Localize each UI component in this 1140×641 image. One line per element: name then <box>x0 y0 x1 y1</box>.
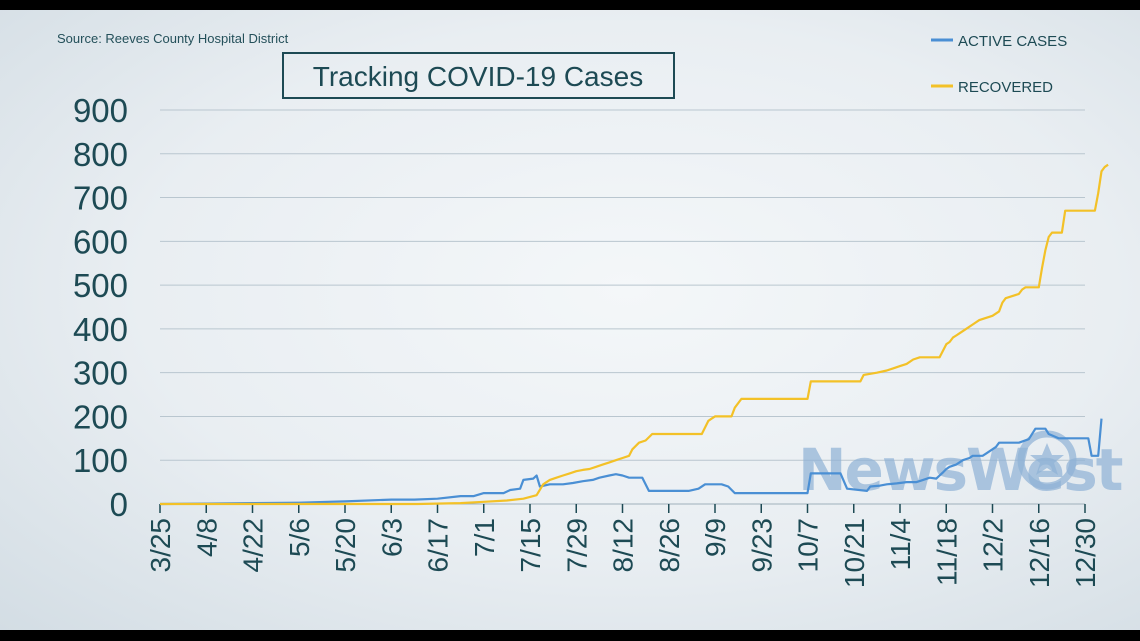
active-cases-line <box>159 418 1103 506</box>
legend-label-recovered: RECOVERED <box>958 79 1053 96</box>
x-tick-label: 10/21 <box>839 518 870 588</box>
x-tick-label: 12/16 <box>1024 518 1055 588</box>
x-tick-label: 7/15 <box>515 518 546 573</box>
y-tick-label: 0 <box>110 486 128 523</box>
x-tick-label: 4/22 <box>238 518 269 573</box>
y-axis-ticks: 0 100 200 300 400 500 600 700 800 900 <box>73 92 128 523</box>
x-tick-label: 9/23 <box>746 518 777 573</box>
newswest-logo-watermark: NewsWest <box>798 430 1125 504</box>
y-tick-label: 300 <box>73 355 128 392</box>
x-tick-label: 3/25 <box>145 518 176 573</box>
y-tick-label: 100 <box>73 442 128 479</box>
chart-title: Tracking COVID-19 Cases <box>313 61 643 92</box>
chart-title-box: Tracking COVID-19 Cases <box>282 52 675 99</box>
y-tick-label: 900 <box>73 92 128 129</box>
x-tick-label: 11/4 <box>885 518 916 570</box>
x-tick-label: 12/2 <box>978 518 1009 573</box>
legend: ACTIVE CASES RECOVERED <box>931 33 1067 96</box>
legend-label-active: ACTIVE CASES <box>958 33 1067 50</box>
x-tick-label: 5/20 <box>330 518 361 573</box>
y-tick-label: 700 <box>73 180 128 217</box>
source-note: Source: Reeves County Hospital District <box>57 31 289 46</box>
x-tick-label: 6/3 <box>376 518 407 557</box>
gridlines <box>160 109 1085 505</box>
x-tick-label: 7/29 <box>561 518 592 573</box>
x-tick-label: 5/6 <box>284 518 315 557</box>
x-tick-label: 8/26 <box>654 518 685 573</box>
x-tick-label: 8/12 <box>608 518 639 573</box>
x-tick-label: 12/30 <box>1070 518 1101 588</box>
chart-background <box>0 10 1140 630</box>
x-tick-label: 4/8 <box>191 518 222 557</box>
y-tick-label: 500 <box>73 267 128 304</box>
x-axis-ticks: 3/25 4/8 4/22 5/6 5/20 6/3 6/17 7/1 7/15 7/29 8/12… <box>145 504 1101 588</box>
y-tick-label: 800 <box>73 136 128 173</box>
x-tick-label: 6/17 <box>423 518 454 573</box>
x-tick-label: 7/1 <box>469 518 500 557</box>
y-tick-label: 600 <box>73 223 128 260</box>
texas-star-icon <box>1017 430 1077 490</box>
x-tick-label: 9/9 <box>700 518 731 557</box>
x-tick-label: 10/7 <box>793 518 824 573</box>
series-lines <box>159 163 1109 506</box>
recovered-line <box>160 163 1109 506</box>
y-tick-label: 400 <box>73 311 128 348</box>
y-tick-label: 200 <box>73 398 128 435</box>
x-tick-label: 11/18 <box>931 518 962 586</box>
